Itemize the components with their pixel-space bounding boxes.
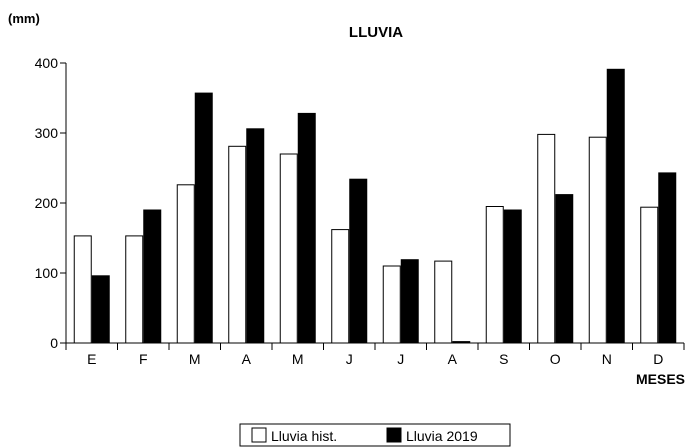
x-tick-label: M — [292, 351, 304, 367]
bar-2019 — [555, 194, 574, 344]
x-tick-label: J — [346, 351, 353, 367]
bar-2019 — [246, 128, 265, 344]
y-tick-label: 0 — [50, 335, 58, 351]
legend-swatch-hist — [251, 427, 267, 443]
x-axis-title: MESES — [636, 371, 685, 387]
bar-2019 — [91, 275, 110, 344]
bar-group — [176, 92, 213, 344]
bar-hist — [588, 136, 607, 344]
bar-hist — [485, 206, 504, 344]
bar-2019 — [400, 259, 419, 344]
y-tick-label: 200 — [35, 195, 59, 211]
legend: Lluvia hist. Lluvia 2019 — [239, 423, 511, 447]
x-tick-label: S — [499, 351, 508, 367]
bar-2019 — [143, 209, 162, 344]
bar-hist — [537, 133, 556, 344]
bar-2019 — [606, 68, 625, 344]
x-tick-label: A — [448, 351, 458, 367]
y-axis: 0 100 200 300 400 — [35, 55, 67, 351]
bar-hist — [279, 153, 298, 344]
bar-hist — [228, 145, 247, 344]
legend-label-2019: Lluvia 2019 — [406, 428, 478, 444]
y-tick-label: 100 — [35, 265, 59, 281]
bar-hist — [176, 184, 195, 344]
x-tick-label: E — [87, 351, 96, 367]
x-tick-label: F — [139, 351, 148, 367]
bar-2019 — [349, 178, 368, 344]
bar-2019 — [297, 112, 316, 344]
bar-hist — [73, 235, 92, 344]
chart-title: LLUVIA — [349, 24, 403, 41]
x-tick-label: N — [602, 351, 612, 367]
bar-group — [228, 128, 265, 344]
y-axis-unit: (mm) — [8, 11, 40, 26]
x-tick-label: J — [397, 351, 404, 367]
bar-hist — [382, 265, 401, 344]
bar-group — [382, 259, 419, 344]
x-tick-label: D — [653, 351, 663, 367]
legend-label-hist: Lluvia hist. — [271, 428, 337, 444]
legend-swatch-2019 — [386, 427, 402, 443]
bar-2019 — [658, 172, 677, 344]
bar-2019 — [194, 92, 213, 344]
bar-group — [279, 112, 316, 344]
bar-group — [588, 68, 625, 344]
y-tick-label: 400 — [35, 55, 59, 71]
bar-hist — [331, 229, 350, 344]
bar-2019 — [503, 209, 522, 344]
bar-group — [485, 206, 522, 344]
bar-group — [331, 178, 368, 344]
bar-group — [537, 133, 574, 344]
bar-hist — [640, 206, 659, 344]
bar-group — [125, 209, 162, 344]
bar-group — [73, 235, 110, 344]
legend-frame — [239, 423, 511, 447]
y-tick-label: 300 — [35, 125, 59, 141]
bar-group — [640, 172, 677, 344]
bar-group — [434, 260, 471, 344]
bar-hist — [125, 235, 144, 344]
x-tick-label: O — [550, 351, 561, 367]
bar-groups — [73, 68, 677, 344]
x-tick-label: M — [189, 351, 201, 367]
x-tick-label: A — [242, 351, 252, 367]
bar-hist — [434, 260, 453, 344]
